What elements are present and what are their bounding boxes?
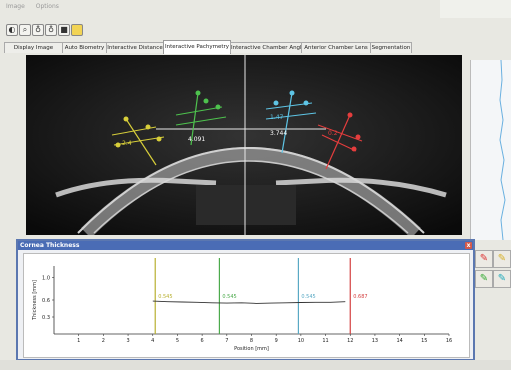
measurement-red[interactable]: 0.2 <box>317 112 363 170</box>
thickness-chart: 1 2 3 4 5 6 7 8 9 10 11 12 13 14 15 16 0.3 0.6 1.0 Position… <box>23 253 470 358</box>
x-tick-label: 9 <box>275 338 278 344</box>
dialog-title: Cornea Thickness <box>20 242 80 249</box>
marker-label: 0.545 <box>222 294 236 300</box>
x-tick-label: 8 <box>250 338 253 344</box>
oct-scan-image[interactable]: 2.4 4.091 1.47 3.744 <box>26 55 462 235</box>
lens-region <box>196 185 296 225</box>
pan-icon[interactable]: ♁ <box>32 24 44 36</box>
tab-interactive-chamber-angle[interactable]: Interactive Chamber Angle <box>230 42 302 53</box>
menu-item-image[interactable]: Image <box>6 3 25 10</box>
cornea-thickness-dialog: Cornea Thickness x 1 2 3 4 5 6 7 8 9 10 11 12 13 14 15… <box>16 239 475 361</box>
marker-label: 0.687 <box>353 294 367 300</box>
select-icon[interactable]: ♁ <box>45 24 57 36</box>
marker-label: 0.545 <box>158 294 172 300</box>
menu-item-options[interactable]: Options <box>35 3 59 10</box>
x-axis-label: Position [mm] <box>234 346 269 352</box>
x-tick-label: 6 <box>201 338 204 344</box>
green-pen-icon[interactable]: ✎ <box>475 270 493 288</box>
x-tick-label: 2 <box>102 338 105 344</box>
tab-auto-biometry[interactable]: Auto Biometry <box>62 42 107 53</box>
contrast-icon[interactable]: ◐ <box>6 24 18 36</box>
y-tick-label: 1.0 <box>42 275 50 281</box>
palette-icon[interactable] <box>71 24 83 36</box>
dialog-body: 1 2 3 4 5 6 7 8 9 10 11 12 13 14 15 16 0.3 0.6 1.0 Position… <box>18 250 473 359</box>
y-axis-label: Thickness [mm] <box>32 280 38 321</box>
x-tick-label: 13 <box>372 338 378 344</box>
yellow-pen-icon[interactable]: ✎ <box>493 250 511 268</box>
red-pen-icon[interactable]: ✎ <box>475 250 493 268</box>
top-right-panel <box>440 0 511 18</box>
tab-segmentation[interactable]: Segmentation <box>370 42 412 53</box>
zoom-icon[interactable]: ⌕ <box>19 24 31 36</box>
svg-text:1.47: 1.47 <box>270 114 284 121</box>
dialog-title-bar: Cornea Thickness x <box>18 241 473 250</box>
iris-left <box>55 177 217 198</box>
x-tick-label: 12 <box>347 338 353 344</box>
measurement-green[interactable]: 4.091 <box>175 90 227 146</box>
measurement-cyan[interactable]: 1.47 3.744 <box>265 90 317 154</box>
measurement-yellow[interactable]: 2.4 <box>111 116 165 166</box>
teal-pen-icon[interactable]: ✎ <box>493 270 511 288</box>
profile-trace-svg <box>499 59 506 241</box>
x-tick-label: 14 <box>396 338 402 344</box>
menu-bar: Image Options <box>0 0 470 12</box>
iris-right <box>275 177 447 198</box>
thickness-series-line <box>152 300 346 304</box>
svg-text:4.091: 4.091 <box>188 136 205 143</box>
profile-side-panel <box>470 59 511 241</box>
cornea-posterior-edge <box>93 160 409 234</box>
y-tick-label: 0.3 <box>42 315 50 321</box>
thickness-chart-svg: 1 2 3 4 5 6 7 8 9 10 11 12 13 14 15 160.30.61.0Position… <box>32 258 452 352</box>
status-bar <box>0 360 511 370</box>
x-tick-label: 4 <box>151 338 154 344</box>
svg-text:3.744: 3.744 <box>270 130 287 137</box>
tab-anterior-chamber-lens[interactable]: Anterior Chamber Lens <box>301 42 371 53</box>
x-tick-label: 5 <box>176 338 179 344</box>
tab-interactive-distance[interactable]: Interactive Distance <box>106 42 164 53</box>
tab-bar: Display Image Auto Biometry Interactive … <box>4 40 470 54</box>
x-tick-label: 3 <box>126 338 129 344</box>
cornea-anterior-edge <box>77 147 425 234</box>
oct-scan-svg: 2.4 4.091 1.47 3.744 <box>26 55 462 235</box>
svg-text:0.2: 0.2 <box>328 130 338 137</box>
x-tick-label: 15 <box>421 338 427 344</box>
x-tick-label: 11 <box>322 338 328 344</box>
x-tick-label: 7 <box>225 338 228 344</box>
close-icon[interactable]: x <box>465 242 472 249</box>
x-tick-label: 10 <box>298 338 304 344</box>
cornea-band <box>81 147 421 235</box>
save-icon[interactable]: ■ <box>58 24 70 36</box>
svg-text:2.4: 2.4 <box>122 140 132 147</box>
y-tick-label: 0.6 <box>42 298 50 304</box>
marker-label: 0.545 <box>301 294 315 300</box>
tab-interactive-pachymetry[interactable]: Interactive Pachymetry <box>163 40 231 54</box>
tab-display-image[interactable]: Display Image <box>4 42 63 53</box>
x-tick-label: 16 <box>446 338 452 344</box>
x-tick-label: 1 <box>77 338 80 344</box>
